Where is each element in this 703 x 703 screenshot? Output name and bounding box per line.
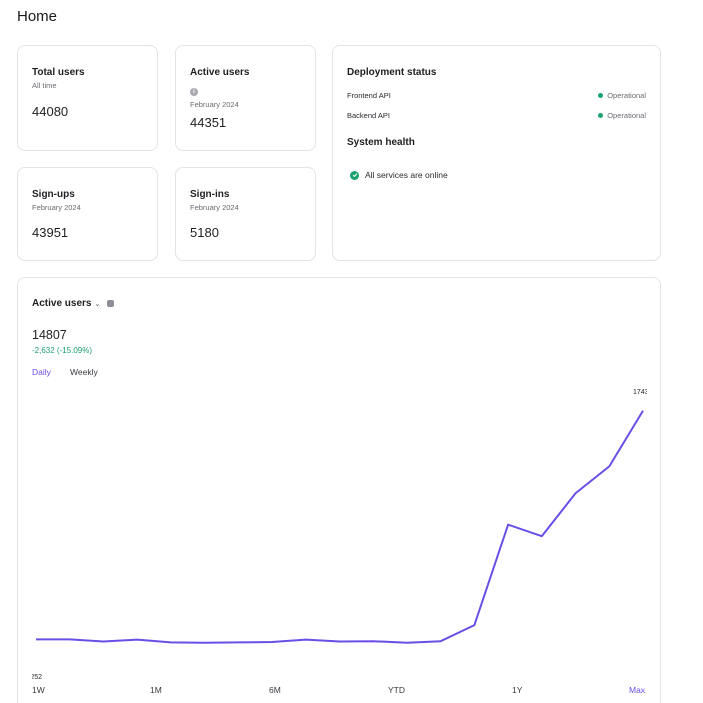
chart-delta: -2,632 (-15.09%) <box>32 346 93 355</box>
stat-subtitle: February 2024 <box>190 100 239 109</box>
page-title: Home <box>17 8 58 25</box>
deployment-status-title: Deployment status <box>347 67 437 78</box>
stat-title: Active users <box>190 67 250 78</box>
chart-metric-dropdown[interactable]: Active users ⌄ <box>32 298 115 309</box>
stat-value: 44351 <box>190 115 227 130</box>
stat-subtitle: All time <box>32 81 57 90</box>
stat-value: 44080 <box>32 104 69 119</box>
status-dot-icon <box>598 112 604 118</box>
check-circle-icon <box>350 170 359 180</box>
stat-card-sign-ins: Sign-ins February 2024 5180 <box>175 167 316 261</box>
stat-title: Sign-ins <box>190 189 230 200</box>
status-dot-icon <box>598 92 604 98</box>
stat-card-total-users: Total users All time 44080 <box>17 45 158 151</box>
service-status: Operational <box>607 90 646 100</box>
service-status: Operational <box>607 110 646 120</box>
system-health-title: System health <box>347 137 415 148</box>
stat-value: 5180 <box>190 225 219 240</box>
chart-value: 14807 <box>32 328 67 342</box>
info-icon[interactable]: i <box>190 88 198 96</box>
deployment-status-card: Deployment status Frontend API Operation… <box>332 45 661 261</box>
stat-title: Sign-ups <box>32 189 75 200</box>
active-users-chart-card: Active users ⌄ 14807 -2,632 (-15.09%) Da… <box>17 277 661 703</box>
first-point-label: 252 <box>32 674 42 681</box>
health-text: All services are online <box>365 170 448 180</box>
status-row-frontend: Frontend API Operational <box>347 89 646 101</box>
stat-subtitle: February 2024 <box>32 203 81 212</box>
active-users-line-chart <box>35 410 644 644</box>
stat-value: 43951 <box>32 225 69 240</box>
range-1w[interactable]: 1W <box>32 685 45 695</box>
service-name: Frontend API <box>347 90 391 100</box>
series-line-0 <box>36 410 644 644</box>
stat-subtitle: February 2024 <box>190 203 239 212</box>
health-row: All services are online <box>350 170 448 180</box>
range-6m[interactable]: 6M <box>269 685 281 695</box>
range-ytd[interactable]: YTD <box>388 685 405 695</box>
range-max[interactable]: Max <box>629 685 646 695</box>
service-name: Backend API <box>347 110 390 120</box>
info-icon[interactable] <box>107 300 115 307</box>
toggle-daily[interactable]: Daily <box>32 367 51 377</box>
chart-title: Active users <box>32 298 92 309</box>
status-row-backend: Backend API Operational <box>347 109 646 121</box>
range-1m[interactable]: 1M <box>150 685 162 695</box>
range-1y[interactable]: 1Y <box>512 685 523 695</box>
stat-card-active-users: Active users i February 2024 44351 <box>175 45 316 151</box>
stat-card-sign-ups: Sign-ups February 2024 43951 <box>17 167 158 261</box>
toggle-weekly[interactable]: Weekly <box>70 367 98 377</box>
last-point-label: 1743 <box>633 389 647 396</box>
stat-title: Total users <box>32 67 85 78</box>
chevron-down-icon: ⌄ <box>94 300 101 308</box>
